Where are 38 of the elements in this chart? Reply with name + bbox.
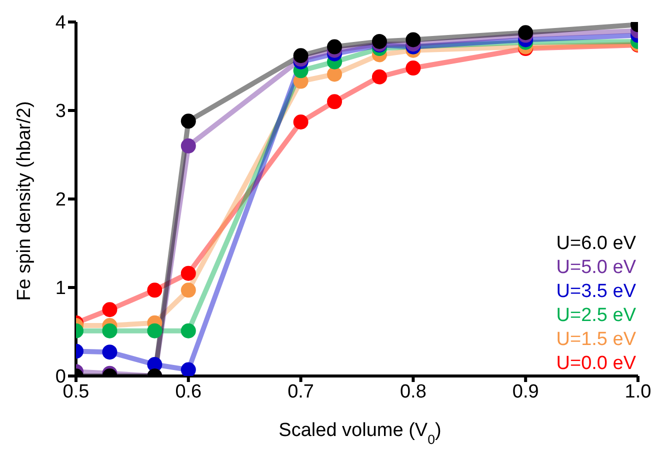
point	[180, 266, 196, 281]
point	[180, 114, 196, 129]
point	[372, 34, 387, 49]
text: U=1.5 eV	[556, 328, 636, 352]
point	[102, 344, 118, 360]
point	[180, 362, 196, 376]
y-tick-label: 4	[55, 12, 66, 34]
point	[147, 323, 162, 338]
point	[180, 282, 196, 298]
x-tick-label: 0.6	[175, 381, 202, 402]
point	[102, 302, 118, 318]
x-tick-label: 0.9	[512, 381, 539, 402]
y-tick-label: 2	[55, 190, 66, 211]
point	[327, 39, 342, 54]
point	[406, 60, 421, 76]
point	[180, 138, 196, 154]
point	[293, 114, 308, 130]
x-tick-label: 0.5	[62, 381, 90, 402]
text: U=5.0 eV	[556, 256, 636, 280]
x-tick-label: 0.8	[400, 381, 426, 402]
point	[327, 94, 342, 110]
y-tick-label: 3	[55, 101, 66, 122]
point	[327, 66, 342, 82]
y-axis-title: Fe spin density (hbar/2)	[14, 101, 35, 301]
x-tick-label: 0.7	[288, 381, 314, 402]
x-tick-label: 1.0	[624, 381, 652, 402]
point	[147, 282, 162, 298]
point	[293, 48, 308, 64]
point	[372, 69, 387, 84]
point	[180, 323, 196, 338]
point	[406, 32, 421, 48]
y-tick-label: 1	[55, 278, 66, 300]
text: U=2.5 eV	[556, 304, 636, 328]
x-axis-title: Scaled volume (V$_{0}$)	[278, 420, 442, 446]
point	[102, 323, 118, 338]
text: U=0.0 eV	[556, 352, 636, 376]
text: U=6.0 eV	[556, 232, 636, 256]
text: U=3.5 eV	[556, 280, 636, 304]
